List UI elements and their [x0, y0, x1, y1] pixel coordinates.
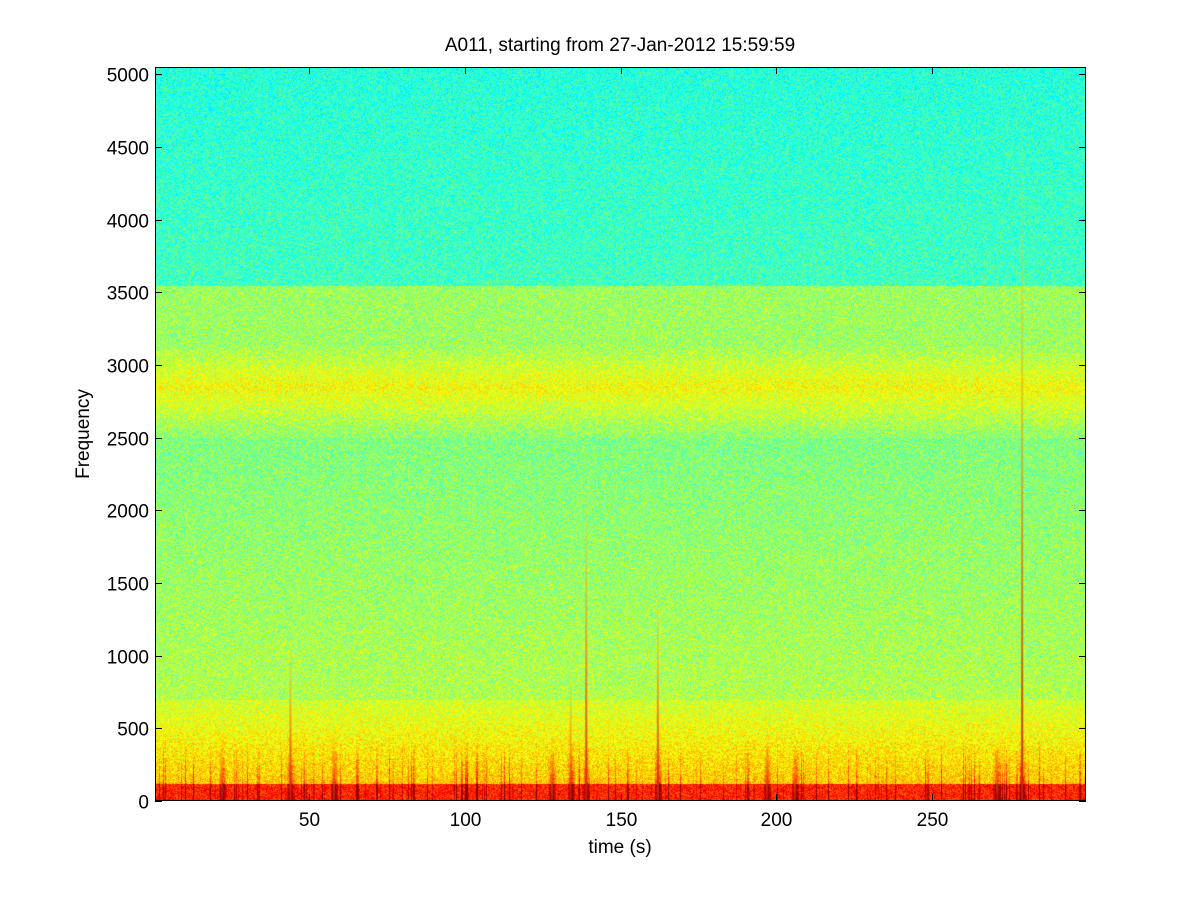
x-tick-label: 100: [450, 810, 482, 831]
x-tick-label: 50: [299, 810, 320, 831]
x-tick-label: 250: [917, 810, 949, 831]
y-tick-label: 4500: [107, 139, 149, 160]
y-axis: 0 500 1000 1500 2000 2500 3000 3500 4000 4500 5000: [107, 66, 1086, 814]
y-tick-label: 1500: [107, 575, 149, 596]
spectrogram-plot-area: [155, 67, 1086, 801]
y-tick-label: 5000: [107, 66, 149, 87]
y-tick-label: 1000: [107, 648, 149, 669]
y-tick-label: 3500: [107, 284, 149, 305]
chart-title: A011, starting from 27-Jan-2012 15:59:59: [445, 35, 795, 56]
y-tick-label: 4000: [107, 212, 149, 233]
y-tick-label: 0: [138, 793, 149, 814]
spectrogram-image: [155, 67, 1086, 801]
y-tick-label: 2000: [107, 502, 149, 523]
y-tick-label: 500: [117, 720, 149, 741]
y-tick-label: 3000: [107, 357, 149, 378]
x-tick-label: 150: [606, 810, 638, 831]
axes-box: [155, 67, 1086, 801]
y-tick-label: 2500: [107, 430, 149, 451]
x-tick-label: 200: [761, 810, 793, 831]
x-axis-label: time (s): [588, 837, 651, 858]
y-axis-label: Frequency: [73, 389, 94, 479]
x-axis: 50 100 150 200 250: [299, 67, 948, 831]
